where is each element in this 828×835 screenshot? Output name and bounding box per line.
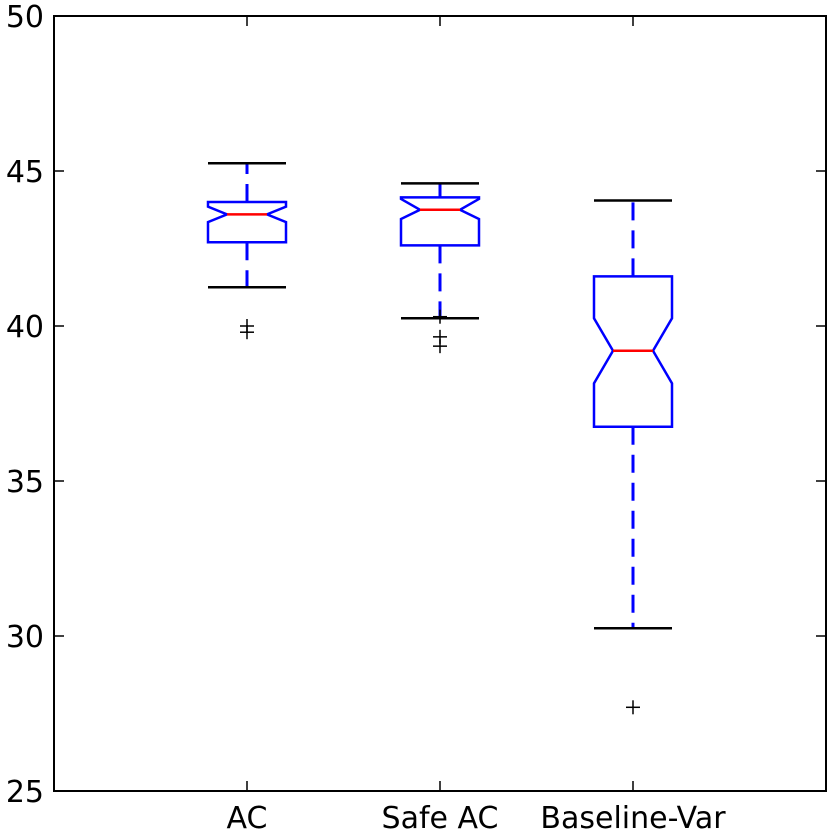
y-tick-label: 35 xyxy=(6,465,44,500)
outlier-marker xyxy=(433,309,447,324)
y-axis: 25 30 35 40 45 50 xyxy=(6,0,826,810)
notched-box xyxy=(206,200,288,244)
box-group xyxy=(592,199,674,715)
y-tick-label: 30 xyxy=(6,620,44,655)
plot-frame xyxy=(53,15,827,792)
box-group xyxy=(399,182,481,354)
y-tick-label: 45 xyxy=(6,155,44,190)
x-axis: AC Safe AC Baseline-Var xyxy=(227,16,726,835)
outlier-marker xyxy=(240,319,254,333)
x-tick-label: Baseline-Var xyxy=(540,801,726,835)
plot-content xyxy=(206,162,674,715)
outlier-marker xyxy=(626,700,640,715)
notched-box xyxy=(592,275,674,428)
x-tick-label: Safe AC xyxy=(382,801,499,835)
x-tick-label: AC xyxy=(227,801,268,835)
y-tick-label: 25 xyxy=(6,775,44,810)
notched-box xyxy=(399,196,481,247)
y-tick-label: 50 xyxy=(6,0,44,35)
outlier-marker xyxy=(433,329,447,344)
y-tick-label: 40 xyxy=(6,310,44,345)
box-group xyxy=(206,162,288,340)
